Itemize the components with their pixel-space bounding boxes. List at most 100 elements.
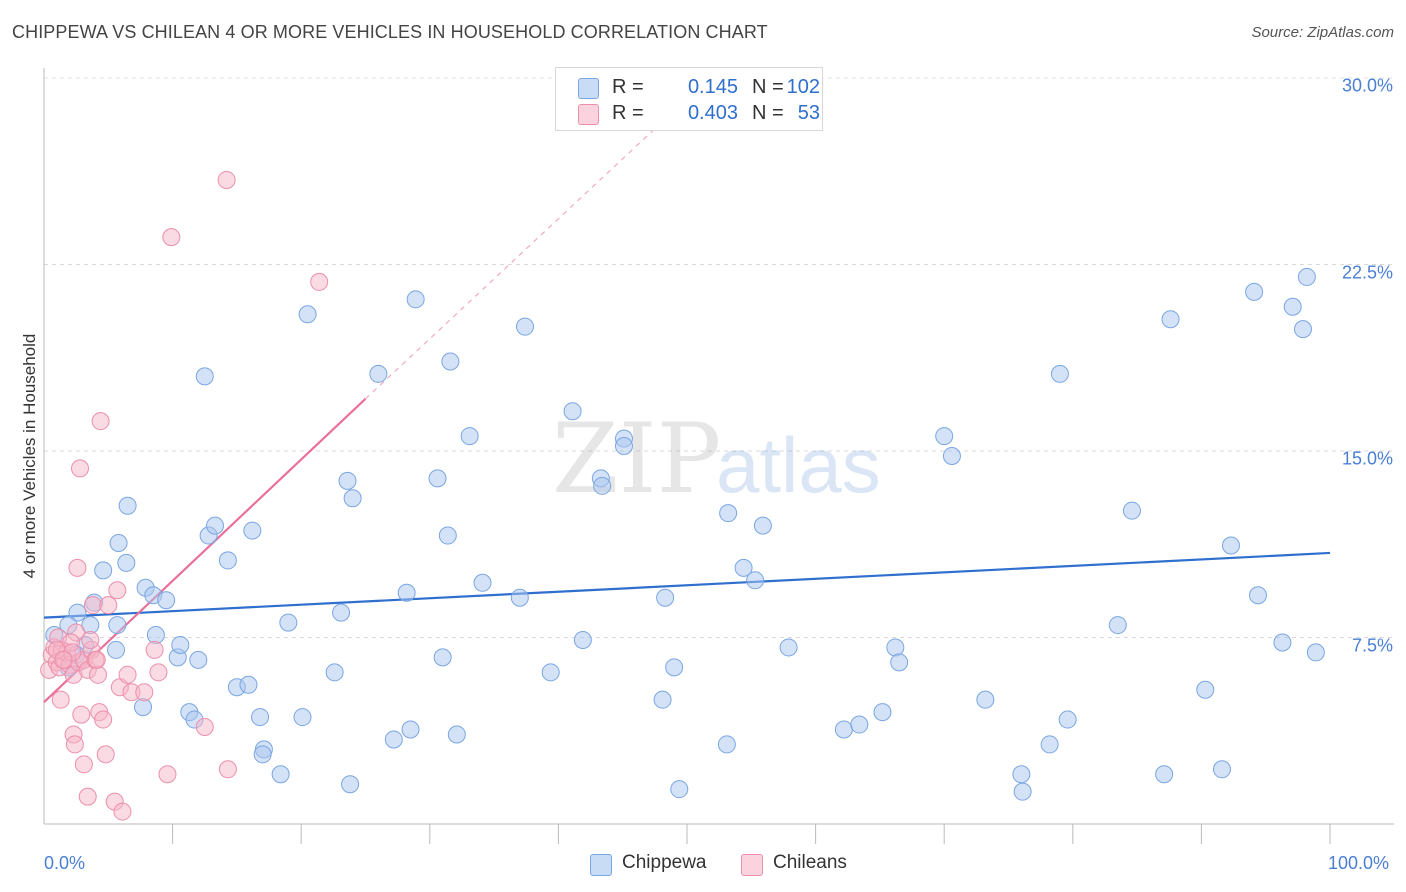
point-chippewa — [406, 290, 425, 309]
point-chippewa — [515, 317, 534, 336]
y-tick-label: 7.5% — [1351, 635, 1393, 655]
point-chippewa — [890, 653, 909, 672]
trend-extension — [365, 122, 662, 400]
watermark: ZIP atlas — [552, 403, 881, 515]
point-chippewa — [384, 730, 403, 749]
point-chippewa — [68, 603, 87, 622]
legend-label: Chippewa — [622, 852, 707, 873]
point-chippewa — [107, 640, 126, 659]
point-chippewa — [1050, 364, 1069, 383]
point-chippewa — [218, 551, 237, 570]
point-chippewa — [873, 703, 892, 722]
point-chippewa — [656, 588, 675, 607]
point-chippewa — [298, 305, 317, 324]
point-chippewa — [401, 720, 420, 739]
y-tick-label: 22.5% — [1341, 262, 1393, 282]
point-chippewa — [108, 616, 127, 635]
point-chippewa — [473, 573, 492, 592]
point-chippewa — [438, 526, 457, 545]
watermark-zip: ZIP — [552, 403, 721, 515]
point-chippewa — [1058, 710, 1077, 729]
point-chippewa — [1155, 765, 1174, 784]
point-chippewa — [243, 521, 262, 540]
point-chileans — [218, 760, 237, 779]
point-chippewa — [134, 698, 153, 717]
point-chileans — [65, 735, 84, 754]
point-chileans — [310, 272, 329, 291]
point-chippewa — [1221, 536, 1240, 555]
point-chippewa — [338, 471, 357, 490]
point-chippewa — [206, 516, 225, 535]
point-chippewa — [325, 663, 344, 682]
point-chileans — [118, 665, 137, 684]
gridlines — [44, 77, 1394, 638]
point-chileans — [135, 683, 154, 702]
point-chippewa — [541, 663, 560, 682]
point-chippewa — [834, 720, 853, 739]
axes — [43, 68, 1394, 844]
point-chippewa — [251, 708, 270, 727]
point-chippewa — [279, 613, 298, 632]
watermark-atlas: atlas — [716, 421, 881, 509]
point-chileans — [72, 705, 91, 724]
point-chileans — [87, 650, 106, 669]
point-chippewa — [665, 658, 684, 677]
point-chippewa — [441, 352, 460, 371]
point-chippewa — [886, 638, 905, 657]
y-tick-label: 30.0% — [1341, 75, 1393, 96]
point-chippewa — [146, 626, 165, 645]
point-chippewa — [1293, 320, 1312, 339]
point-chippewa — [850, 715, 869, 734]
point-chileans — [54, 650, 73, 669]
x-tick-min: 0.0% — [44, 853, 86, 873]
point-chippewa — [332, 603, 351, 622]
point-chippewa — [1245, 282, 1264, 301]
point-chippewa — [1297, 267, 1316, 286]
stats-swatch-chileans — [578, 104, 599, 125]
point-chippewa — [1283, 297, 1302, 316]
point-chippewa — [1012, 765, 1031, 784]
point-chippewa — [1040, 735, 1059, 754]
point-chippewa — [942, 446, 961, 465]
point-chileans — [96, 745, 115, 764]
data-points — [40, 170, 1325, 821]
point-chileans — [113, 802, 132, 821]
point-chippewa — [94, 561, 113, 580]
point-chippewa — [653, 690, 672, 709]
point-chileans — [158, 765, 177, 784]
point-chippewa — [460, 427, 479, 446]
point-chileans — [162, 228, 181, 247]
point-chippewa — [397, 583, 416, 602]
point-chileans — [81, 630, 100, 649]
point-chippewa — [118, 496, 137, 515]
point-chippewa — [1122, 501, 1141, 520]
point-chippewa — [1248, 586, 1267, 605]
stats-box: R = 0.145 N = 102 R = 0.403 N = 53 — [555, 67, 823, 131]
point-chippewa — [253, 745, 272, 764]
point-chippewa — [753, 516, 772, 535]
r-label: R = — [612, 102, 644, 124]
point-chippewa — [109, 534, 128, 553]
r-value: 0.403 — [687, 102, 738, 124]
point-chileans — [149, 663, 168, 682]
point-chileans — [51, 690, 70, 709]
point-chippewa — [573, 630, 592, 649]
point-chippewa — [341, 775, 360, 794]
n-value: 102 — [786, 76, 820, 98]
trend-line-chippewa — [43, 551, 1331, 619]
point-chippewa — [1161, 310, 1180, 329]
point-chileans — [145, 640, 164, 659]
point-chippewa — [189, 650, 208, 669]
point-chippewa — [717, 735, 736, 754]
point-chippewa — [670, 780, 689, 799]
point-chippewa — [428, 469, 447, 488]
point-chippewa — [447, 725, 466, 744]
point-chippewa — [1108, 616, 1127, 635]
point-chileans — [78, 787, 97, 806]
n-value: 53 — [797, 102, 820, 124]
point-chippewa — [1273, 633, 1292, 652]
point-chippewa — [1196, 680, 1215, 699]
point-chippewa — [171, 635, 190, 654]
point-chileans — [195, 718, 214, 737]
